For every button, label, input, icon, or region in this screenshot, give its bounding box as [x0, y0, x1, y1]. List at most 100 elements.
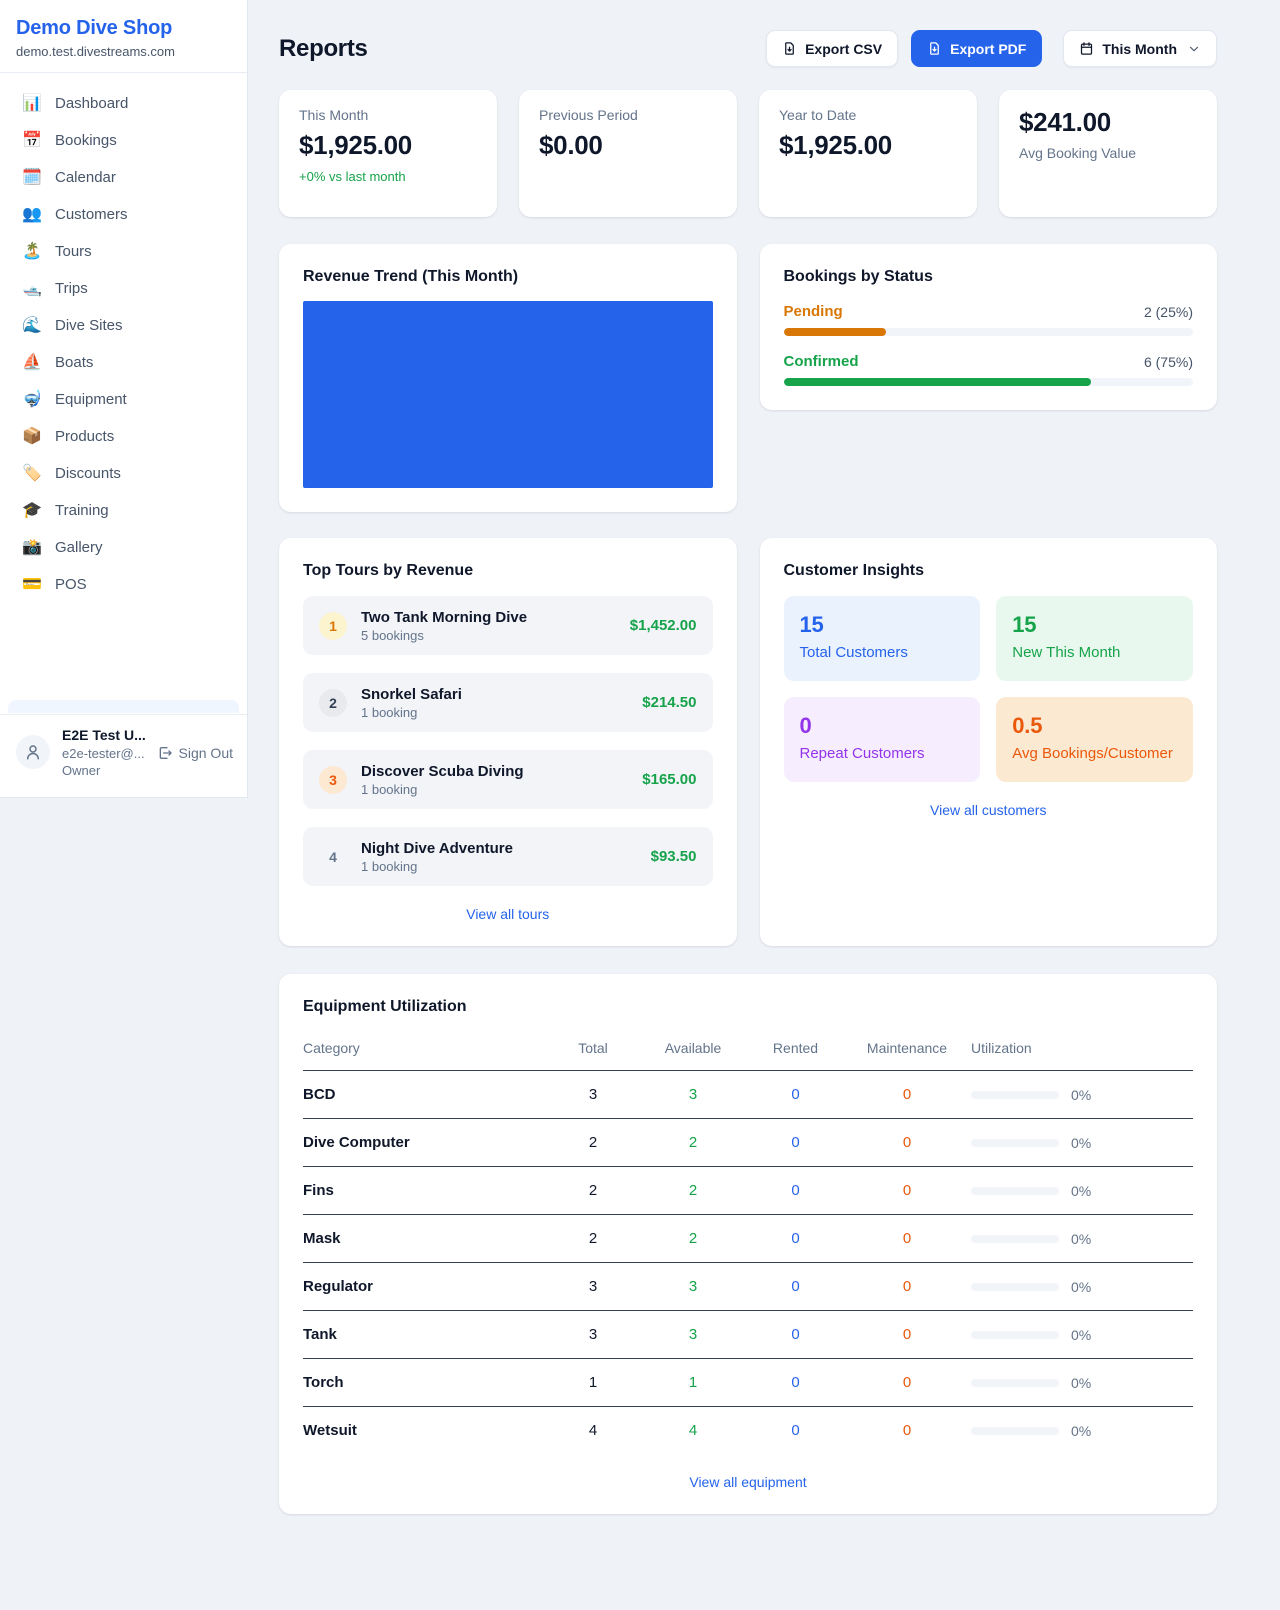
customer-insights-title: Customer Insights — [783, 562, 924, 579]
equipment-row-fins: Fins 2 2 0 0 0% — [303, 1166, 1193, 1215]
stat-value: $0.00 — [539, 130, 603, 160]
tour-name: Snorkel Safari — [361, 685, 462, 703]
cell-available: 3 — [638, 1262, 748, 1311]
sidebar-item-tours[interactable]: 🏝️ Tours — [8, 233, 239, 270]
equipment-row-wetsuit: Wetsuit 4 4 0 0 0% — [303, 1407, 1193, 1455]
sidebar-item-boats[interactable]: ⛵ Boats — [8, 344, 239, 381]
sidebar-nav: 📊 Dashboard 📅 Bookings 🗓️ Calendar 👥 Customers 🏝… — [0, 73, 247, 603]
insight-label: Avg Bookings/Customer — [1012, 745, 1173, 762]
sidebar-item-label: Trips — [55, 280, 88, 297]
insight-value: 0.5 — [1012, 713, 1043, 738]
period-select[interactable]: This Month — [1063, 30, 1217, 67]
cell-total: 2 — [548, 1214, 638, 1263]
sidebar-item-dive-sites[interactable]: 🌊 Dive Sites — [8, 307, 239, 344]
utilization-pct: 0% — [1071, 1230, 1092, 1247]
cell-rented: 0 — [748, 1166, 843, 1215]
cell-category: Dive Computer — [303, 1118, 548, 1167]
sidebar-item-training[interactable]: 🎓 Training — [8, 492, 239, 529]
stat-delta: +0% vs last month — [299, 169, 406, 184]
utilization-bar-track — [971, 1090, 1059, 1099]
products-icon: 📦 — [22, 427, 42, 445]
sidebar-item-discounts[interactable]: 🏷️ Discounts — [8, 455, 239, 492]
column-header-total: Total — [548, 1028, 638, 1071]
cell-utilization: 0% — [971, 1118, 1193, 1167]
user-panel: E2E Test U... e2e-tester@... Sign Out Ow… — [0, 714, 247, 797]
view-all-tours-link[interactable]: View all tours — [466, 906, 550, 922]
view-all-customers-link[interactable]: View all customers — [930, 802, 1047, 818]
sidebar-item-pos[interactable]: 💳 POS — [8, 566, 239, 603]
tour-info: Discover Scuba Diving 1 booking — [361, 763, 628, 797]
tour-bookings: 1 booking — [361, 704, 418, 720]
tour-bookings: 5 bookings — [361, 627, 424, 643]
trips-icon: 🛥️ — [22, 279, 42, 297]
cell-rented: 0 — [791, 1422, 800, 1439]
equipment-utilization-card: Equipment Utilization Category Total Ava… — [279, 974, 1217, 1514]
cell-utilization: 0% — [971, 1262, 1193, 1311]
training-icon: 🎓 — [22, 501, 42, 519]
status-progress-fill — [783, 378, 1091, 386]
sidebar-item-calendar[interactable]: 🗓️ Calendar — [8, 159, 239, 196]
sidebar-item-customers[interactable]: 👥 Customers — [8, 196, 239, 233]
stat-card-this-month: This Month $1,925.00 +0% vs last month — [279, 90, 497, 217]
person-icon — [27, 745, 39, 760]
export-pdf-label: Export PDF — [950, 40, 1027, 57]
sidebar-item-products[interactable]: 📦 Products — [8, 418, 239, 455]
sidebar-item-equipment[interactable]: 🤿 Equipment — [8, 381, 239, 418]
cell-available: 1 — [638, 1358, 748, 1407]
tour-row-snorkel-safari[interactable]: 2 Snorkel Safari 1 booking $214.50 — [303, 673, 713, 732]
status-list: Pending 2 (25%) Confirmed 6 (75%) — [783, 303, 1194, 386]
sidebar-item-label: Tours — [55, 243, 92, 260]
tour-row-discover-scuba-diving[interactable]: 3 Discover Scuba Diving 1 booking $165.00 — [303, 750, 713, 809]
utilization-pct: 0% — [1071, 1182, 1092, 1199]
sign-out-label: Sign Out — [178, 745, 233, 761]
utilization-bar-track — [971, 1426, 1059, 1435]
sidebar-active-item-partial[interactable] — [8, 700, 239, 713]
header-actions: Export CSV Export PDF This Month — [766, 30, 1217, 67]
cell-available: 2 — [638, 1214, 748, 1263]
status-progress-track — [783, 378, 1193, 386]
stat-value: $241.00 — [1019, 107, 1111, 137]
equipment-row-bcd: BCD 3 3 0 0 0% — [303, 1070, 1193, 1119]
page-title: Reports — [279, 34, 368, 62]
tour-revenue: $214.50 — [642, 694, 697, 711]
insight-tile-total-customers: 15 Total Customers — [783, 596, 981, 681]
stats-row: This Month $1,925.00 +0% vs last month P… — [279, 90, 1217, 217]
sign-out-button[interactable]: Sign Out — [157, 745, 233, 761]
sidebar-item-bookings[interactable]: 📅 Bookings — [8, 122, 239, 159]
sidebar-item-trips[interactable]: 🛥️ Trips — [8, 270, 239, 307]
rank-badge: 1 — [319, 611, 347, 640]
cell-category: Regulator — [303, 1262, 548, 1311]
cell-available: 2 — [638, 1166, 748, 1215]
view-all-equipment-link[interactable]: View all equipment — [689, 1474, 807, 1490]
utilization-wrap: 0% — [971, 1375, 1193, 1391]
top-tours-card: Top Tours by Revenue 1 Two Tank Morning D… — [279, 538, 737, 946]
export-pdf-button[interactable]: Export PDF — [911, 30, 1043, 67]
cell-available: 4 — [688, 1422, 698, 1439]
status-head: Confirmed 6 (75%) — [784, 353, 1194, 370]
column-header-utilization: Utilization — [971, 1028, 1193, 1071]
utilization-wrap: 0% — [971, 1231, 1193, 1247]
stat-value: $1,925.00 — [779, 130, 892, 160]
column-header-rented: Rented — [748, 1028, 843, 1071]
dashboard-icon: 📊 — [22, 94, 42, 112]
utilization-pct: 0% — [1071, 1134, 1092, 1151]
revenue-trend-title: Revenue Trend (This Month) — [303, 268, 519, 285]
cell-utilization: 0% — [971, 1070, 1193, 1119]
customer-insights-card: Customer Insights 15 Total Customers 15 New… — [759, 538, 1217, 946]
cell-rented: 0 — [748, 1214, 843, 1263]
cell-available: 2 — [638, 1118, 748, 1167]
sidebar-item-label: Equipment — [55, 391, 127, 408]
utilization-wrap: 0% — [971, 1327, 1193, 1343]
utilization-pct: 0% — [1071, 1326, 1092, 1343]
export-csv-button[interactable]: Export CSV — [766, 30, 899, 67]
bookings-by-status-card: Bookings by Status Pending 2 (25%) Confirm… — [759, 244, 1217, 410]
insight-label: Total Customers — [799, 644, 908, 661]
cell-category: Wetsuit — [303, 1422, 357, 1439]
sidebar-item-gallery[interactable]: 📸 Gallery — [8, 529, 239, 566]
pos-icon: 💳 — [22, 575, 42, 593]
chevron-down-icon — [1189, 46, 1199, 51]
tour-row-two-tank-morning-dive[interactable]: 1 Two Tank Morning Dive 5 bookings $1,452.0… — [303, 596, 713, 655]
sidebar-item-dashboard[interactable]: 📊 Dashboard — [8, 85, 239, 122]
equipment-row-dive-computer: Dive Computer 2 2 0 0 0% — [303, 1118, 1193, 1167]
tour-row-night-dive-adventure[interactable]: 4 Night Dive Adventure 1 booking $93.50 — [303, 827, 713, 886]
